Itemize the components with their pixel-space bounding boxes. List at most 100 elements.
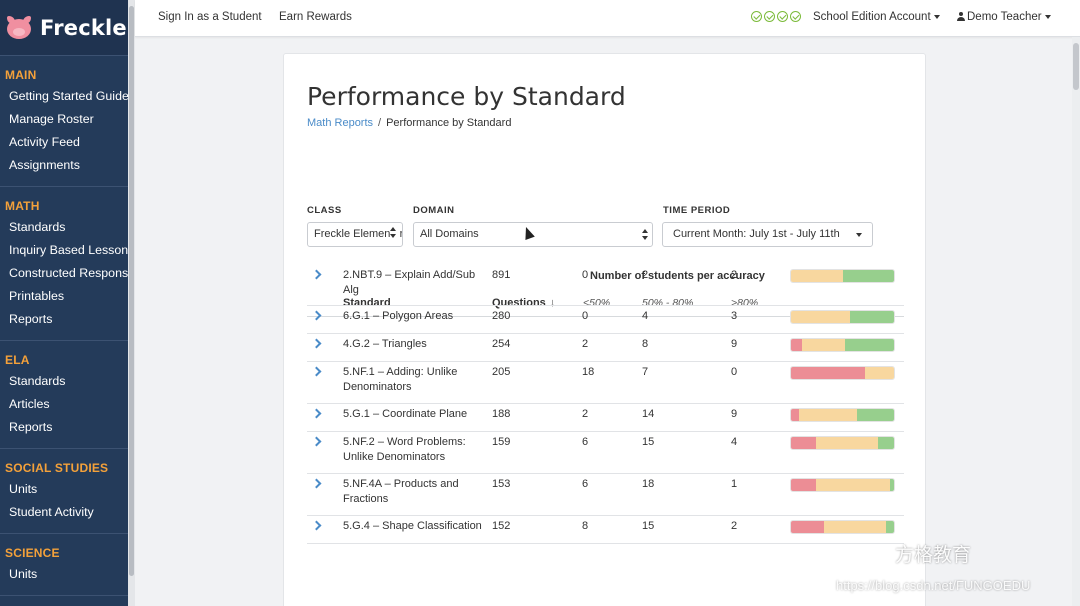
chevron-right-icon[interactable]: [311, 408, 322, 419]
check-circle-icon: [764, 11, 775, 22]
sidebar-item-printables[interactable]: Printables: [9, 289, 65, 303]
row-questions: 891: [492, 269, 511, 281]
accuracy-group-header: Number of students per accuracy: [590, 270, 765, 282]
row-low-count: 0: [582, 269, 589, 281]
top-navbar: Sign In as a Student Earn Rewards School…: [135, 0, 1080, 37]
time-period-select-value: Current Month: July 1st - July 11th: [673, 228, 840, 240]
sidebar-item-math-reports[interactable]: Reports: [9, 312, 53, 326]
col-header-questions[interactable]: Questions ↓: [492, 297, 555, 309]
row-standard: 5.G.1 – Coordinate Plane: [343, 408, 468, 420]
row-low-count: 0: [582, 310, 589, 322]
row-questions: 280: [492, 310, 511, 322]
user-icon: [957, 12, 965, 21]
table-row[interactable]: 5.G.1 – Coordinate Plane 188 2 14 9: [307, 404, 904, 432]
page-title: Performance by Standard: [307, 82, 626, 111]
accuracy-bar: [790, 366, 895, 380]
row-standard: 6.G.1 – Polygon Areas: [343, 310, 454, 322]
domain-select[interactable]: All Domains: [413, 222, 653, 247]
sidebar-scroll-thumb[interactable]: [129, 6, 134, 576]
accuracy-bar-segment-mid: [815, 479, 890, 491]
row-high-count: 4: [731, 436, 738, 448]
accuracy-bar-segment-high: [842, 270, 894, 282]
table-header-divider: [307, 316, 904, 317]
sidebar-item-math-standards[interactable]: Standards: [9, 220, 66, 234]
class-select[interactable]: Freckle Elementary: [307, 222, 403, 247]
updown-arrows-icon: [642, 229, 648, 241]
main-scrollbar[interactable]: [1072, 37, 1080, 606]
sidebar-item-inquiry-based-lessons[interactable]: Inquiry Based Lessons: [9, 243, 128, 257]
time-period-select[interactable]: Current Month: July 1st - July 11th: [662, 222, 873, 247]
sidebar-item-manage-roster[interactable]: Manage Roster: [9, 112, 94, 126]
row-standard: 5.NF.4A – Products and Fractions: [343, 478, 459, 505]
sign-in-as-student-link[interactable]: Sign In as a Student: [158, 11, 262, 23]
row-questions: 188: [492, 408, 511, 420]
sidebar-item-ss-units[interactable]: Units: [9, 482, 38, 496]
main-scroll-thumb[interactable]: [1073, 43, 1079, 90]
accuracy-bar-segment-mid: [823, 521, 886, 533]
chevron-right-icon[interactable]: [311, 269, 322, 280]
status-checks: [751, 11, 801, 22]
account-dropdown[interactable]: School Edition Account: [813, 11, 940, 23]
breadcrumb-current: Performance by Standard: [386, 117, 512, 129]
sidebar-section-title: SOCIAL STUDIES: [5, 461, 109, 475]
row-high-count: 3: [731, 310, 738, 322]
chevron-right-icon[interactable]: [311, 366, 322, 377]
accuracy-bar-segment-mid: [791, 270, 843, 282]
sidebar-item-student-activity[interactable]: Student Activity: [9, 505, 94, 519]
sidebar-section-title: SCIENCE: [5, 546, 60, 560]
sidebar-item-ela-standards[interactable]: Standards: [9, 374, 66, 388]
domain-filter-label: DOMAIN: [413, 205, 455, 216]
sidebar-section-science: SCIENCE Units: [0, 534, 128, 596]
table-row[interactable]: 5.NF.4A – Products and Fractions 153 6 18 1: [307, 474, 904, 516]
sidebar: Freckle MAIN Getting Started Guide Manag…: [0, 0, 128, 606]
watermark-url: https://blog.csdn.net/FUNGOEDU: [836, 578, 1031, 593]
sidebar-item-assignments[interactable]: Assignments: [9, 158, 80, 172]
sidebar-item-constructed-response[interactable]: Constructed Response: [9, 266, 128, 280]
table-row[interactable]: 4.G.2 – Triangles 254 2 8 9: [307, 334, 904, 362]
table-row[interactable]: 5.NF.2 – Word Problems: Unlike Denominat…: [307, 432, 904, 474]
table-row[interactable]: 2.NBT.9 – Explain Add/Sub Alg 891 0 2 2: [307, 265, 904, 306]
chevron-right-icon[interactable]: [311, 310, 322, 321]
sidebar-item-science-units[interactable]: Units: [9, 567, 38, 581]
row-standard: 5.NF.1 – Adding: Unlike Denominators: [343, 366, 458, 393]
user-name: Demo Teacher: [967, 11, 1042, 23]
sidebar-item-ela-reports[interactable]: Reports: [9, 420, 53, 434]
updown-arrows-icon: [390, 227, 400, 241]
breadcrumb-math-reports-link[interactable]: Math Reports: [307, 117, 374, 129]
sidebar-item-getting-started-guide[interactable]: Getting Started Guide: [9, 89, 128, 103]
sidebar-section-ela: ELA Standards Articles Reports: [0, 341, 128, 449]
accuracy-bar: [790, 478, 895, 492]
col-header-questions-label: Questions: [492, 297, 546, 309]
row-high-count: 0: [731, 366, 738, 378]
row-questions: 153: [492, 478, 511, 490]
check-circle-icon: [751, 11, 762, 22]
sidebar-item-articles[interactable]: Articles: [9, 397, 50, 411]
row-mid-count: 2: [642, 269, 649, 281]
table-row[interactable]: 6.G.1 – Polygon Areas 280 0 4 3: [307, 306, 904, 334]
accuracy-bar-segment-low: [791, 339, 802, 351]
accuracy-bar-segment-low: [791, 521, 824, 533]
earn-rewards-link[interactable]: Earn Rewards: [279, 11, 352, 23]
sidebar-section-title: MAIN: [5, 68, 37, 82]
user-dropdown[interactable]: Demo Teacher: [957, 11, 1051, 23]
sidebar-item-activity-feed[interactable]: Activity Feed: [9, 135, 80, 149]
row-high-count: 1: [731, 478, 738, 490]
accuracy-bar-segment-high: [885, 521, 894, 533]
accuracy-bar-segment-low: [791, 409, 800, 421]
chevron-right-icon[interactable]: [311, 478, 322, 489]
row-questions: 205: [492, 366, 511, 378]
chevron-right-icon[interactable]: [311, 338, 322, 349]
sort-down-arrow-icon: ↓: [549, 297, 556, 309]
row-questions: 159: [492, 436, 511, 448]
brand[interactable]: Freckle: [0, 0, 128, 56]
col-header-standard[interactable]: Standard: [343, 297, 391, 309]
chevron-right-icon[interactable]: [311, 520, 322, 531]
table-row[interactable]: 5.G.4 – Shape Classification 152 8 15 2: [307, 516, 904, 544]
watermark: 方格教育: [895, 545, 972, 566]
table-row[interactable]: 5.NF.1 – Adding: Unlike Denominators 205 1…: [307, 362, 904, 404]
caret-down-icon: [1044, 14, 1051, 19]
accuracy-bar-segment-high: [856, 409, 894, 421]
sidebar-scrollbar[interactable]: [128, 0, 135, 606]
chevron-right-icon[interactable]: [311, 436, 322, 447]
class-select-value: Freckle Elementary: [314, 228, 403, 240]
